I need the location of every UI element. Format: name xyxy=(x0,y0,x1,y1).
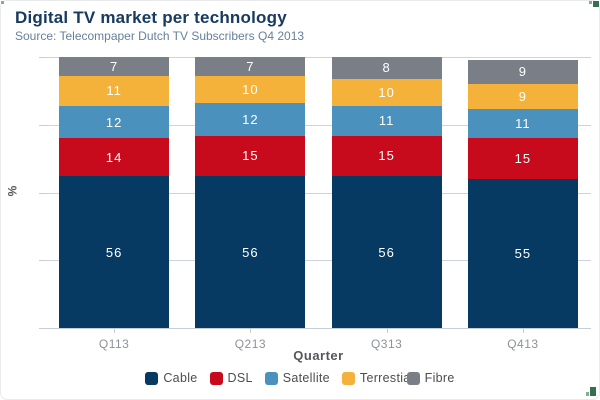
bar-value-label: 11 xyxy=(378,113,395,129)
legend-swatch-terrestial xyxy=(341,371,355,385)
bar-value-label: 11 xyxy=(106,83,122,99)
x-axis-line xyxy=(46,328,591,329)
legend-item-cable[interactable]: Cable xyxy=(145,371,197,385)
bar-segment-dsl-q413[interactable]: 15 xyxy=(467,138,578,179)
bar-segment-cable-q313[interactable]: 56 xyxy=(331,176,442,328)
legend-swatch-dsl xyxy=(209,371,223,385)
bar-value-label: 7 xyxy=(246,59,255,74)
bar-q313: 56 15 11 10 8 xyxy=(331,57,442,328)
bar-q213: 56 15 12 10 7 xyxy=(195,57,306,328)
x-axis-label-q313: Q313 xyxy=(370,337,403,351)
x-axis-tick-q313 xyxy=(386,328,388,333)
y-axis-tick-0 xyxy=(39,328,46,329)
bar-segment-terrestial-q113[interactable]: 11 xyxy=(59,75,170,106)
legend-item-dsl[interactable]: DSL xyxy=(209,371,253,385)
y-axis-tick-75 xyxy=(39,124,46,126)
y-axis-title: % xyxy=(5,185,20,197)
bar-value-label: 12 xyxy=(242,111,259,127)
bar-value-label: 14 xyxy=(105,149,123,165)
y-axis-tick-25 xyxy=(39,260,46,262)
legend-swatch-satellite xyxy=(264,371,278,385)
background-pattern-glyph-top-right xyxy=(589,1,599,8)
bar-segment-cable-q213[interactable]: 56 xyxy=(195,176,306,328)
x-axis-tick-q413 xyxy=(522,328,524,333)
bar-value-label: 9 xyxy=(518,64,527,80)
bar-value-label: 8 xyxy=(382,60,391,76)
y-axis-tick-100 xyxy=(39,57,46,58)
x-axis-label-q413: Q413 xyxy=(507,337,539,351)
bar-value-label: 9 xyxy=(518,88,527,104)
y-axis-tick-50 xyxy=(39,192,46,194)
legend-swatch-fibre xyxy=(406,371,420,385)
legend-item-terrestial[interactable]: Terrestial xyxy=(341,371,414,385)
bar-segment-fibre-q113[interactable]: 7 xyxy=(59,57,170,76)
bar-segment-dsl-q113[interactable]: 14 xyxy=(59,138,170,177)
bar-value-label: 56 xyxy=(105,244,123,260)
legend-item-satellite[interactable]: Satellite xyxy=(264,371,330,385)
chart-subtitle: Source: Telecompaper Dutch TV Subscriber… xyxy=(15,29,305,43)
gridline-75 xyxy=(46,124,591,126)
bar-value-label: 55 xyxy=(514,245,532,261)
bar-segment-satellite-q213[interactable]: 12 xyxy=(195,103,306,136)
legend-item-fibre[interactable]: Fibre xyxy=(406,371,455,385)
plot-area: 56 14 12 11 7 Q113 56 15 12 10 7 Q213 56 15 11 10 8 Q313 5… xyxy=(39,57,591,351)
legend-label: Fibre xyxy=(424,371,455,385)
x-axis-label-q213: Q213 xyxy=(234,337,267,351)
background-pattern-glyph-bottom-right xyxy=(586,387,596,396)
bar-segment-terrestial-q213[interactable]: 10 xyxy=(195,75,306,104)
gridline-100 xyxy=(46,57,591,58)
bar-value-label: 12 xyxy=(105,114,123,130)
bar-value-label: 11 xyxy=(515,115,531,131)
bar-segment-terrestial-q413[interactable]: 9 xyxy=(467,84,578,109)
bar-value-label: 10 xyxy=(378,84,395,100)
bar-q113: 56 14 12 11 7 xyxy=(59,57,170,328)
x-axis-tick-q113 xyxy=(114,328,116,333)
gridline-50 xyxy=(46,192,591,194)
x-axis-title: Quarter xyxy=(293,348,344,363)
bar-segment-cable-q413[interactable]: 55 xyxy=(467,178,578,328)
bar-value-label: 7 xyxy=(110,59,119,74)
bar-segment-satellite-q313[interactable]: 11 xyxy=(331,105,442,136)
gridline-25 xyxy=(46,260,591,262)
bar-value-label: 10 xyxy=(242,82,259,98)
bar-value-label: 15 xyxy=(242,148,259,164)
legend-label: Cable xyxy=(163,371,198,385)
bar-segment-dsl-q313[interactable]: 15 xyxy=(331,135,442,177)
bar-segment-satellite-q413[interactable]: 11 xyxy=(467,108,578,139)
bar-value-label: 56 xyxy=(242,244,259,260)
legend-label: Satellite xyxy=(282,371,330,385)
x-axis-label-q113: Q113 xyxy=(98,337,130,351)
bar-segment-terrestial-q313[interactable]: 10 xyxy=(331,78,442,106)
bar-value-label: 15 xyxy=(514,151,532,167)
bar-q413: 55 15 11 9 9 xyxy=(467,57,578,328)
legend: Cable DSL Satellite Terrestial Fibre xyxy=(1,371,599,385)
background-pattern-glyph-top-left xyxy=(1,1,5,5)
bar-value-label: 15 xyxy=(378,148,395,164)
chart-title: Digital TV market per technology xyxy=(15,8,287,27)
bar-segment-fibre-q213[interactable]: 7 xyxy=(195,57,306,76)
bar-segment-fibre-q413[interactable]: 9 xyxy=(467,59,578,85)
x-axis-tick-q213 xyxy=(250,328,252,333)
legend-label: DSL xyxy=(227,371,253,385)
legend-swatch-cable xyxy=(145,371,159,385)
bar-value-label: 56 xyxy=(378,244,395,260)
bar-segment-satellite-q113[interactable]: 12 xyxy=(59,105,170,139)
legend-label: Terrestial xyxy=(359,371,414,385)
bar-segment-fibre-q313[interactable]: 8 xyxy=(331,57,442,79)
bar-segment-cable-q113[interactable]: 56 xyxy=(59,176,170,328)
bar-segment-dsl-q213[interactable]: 15 xyxy=(195,135,306,177)
